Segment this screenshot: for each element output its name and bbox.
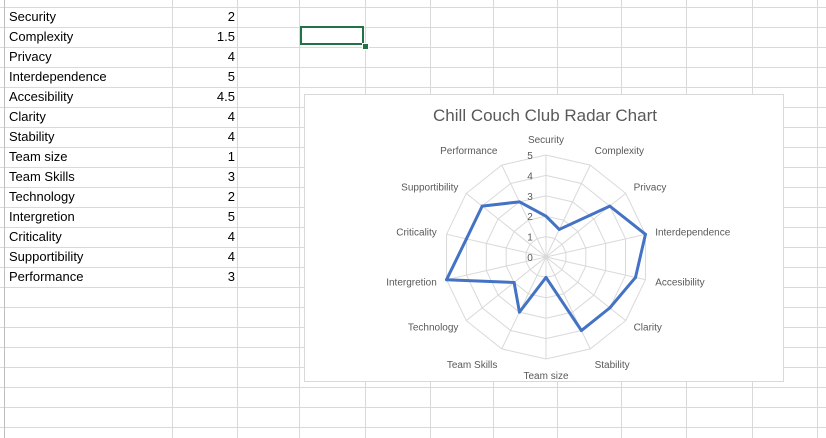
data-point (579, 329, 583, 333)
cell-label[interactable]: Criticality (9, 229, 62, 244)
cell-label[interactable]: Security (9, 9, 56, 24)
cell-value[interactable]: 4 (227, 49, 235, 64)
category-label: Stability (595, 360, 630, 371)
chart-title: Chill Couch Club Radar Chart (433, 106, 657, 125)
cell-value[interactable]: 4 (227, 129, 235, 144)
category-label: Security (528, 135, 564, 146)
cell-label[interactable]: Team size (9, 149, 68, 164)
cell-value[interactable]: 2 (227, 9, 235, 24)
cell-value[interactable]: 4.5 (216, 89, 235, 104)
radar-chart[interactable]: Chill Couch Club Radar Chart 0 1 2 3 4 5 Secur… (304, 94, 784, 382)
spoke-line (545, 233, 646, 258)
category-label: Privacy (634, 183, 667, 194)
category-label: Team Skills (447, 360, 498, 371)
category-label: Criticality (396, 228, 437, 239)
category-label: Performance (440, 146, 498, 157)
data-point (557, 227, 561, 231)
cell-label[interactable]: Stability (9, 129, 55, 144)
spoke-line (545, 256, 627, 321)
cell-value[interactable]: 3 (227, 169, 235, 184)
data-point (480, 204, 484, 208)
category-label: Team size (523, 371, 568, 382)
tick-label: 4 (527, 171, 533, 182)
category-label: Clarity (634, 322, 662, 333)
data-point (512, 280, 516, 284)
cell-value[interactable]: 1.5 (216, 29, 235, 44)
category-label: Accesibility (655, 277, 704, 288)
tick-label: 1 (527, 233, 533, 244)
tick-label: 0 (527, 253, 533, 264)
cell-label[interactable]: Supportibility (9, 249, 84, 264)
cell-value[interactable]: 5 (227, 69, 235, 84)
category-label: Technology (408, 322, 459, 333)
cell-label[interactable]: Team Skills (9, 169, 75, 184)
data-point (544, 275, 548, 279)
fill-handle[interactable] (362, 43, 369, 50)
category-label: Complexity (595, 146, 644, 157)
cell-value[interactable]: 2 (227, 189, 235, 204)
spoke-line (501, 256, 547, 350)
spoke-line (545, 256, 591, 350)
data-point (517, 310, 521, 314)
tick-label: 2 (527, 212, 533, 223)
data-point (643, 232, 647, 236)
selected-cell[interactable] (300, 26, 364, 45)
radar-plot: 0 1 2 3 4 5 Security Complexity Privacy Interdepe… (386, 135, 731, 382)
cell-value[interactable]: 4 (227, 109, 235, 124)
cell-label[interactable]: Interdependence (9, 69, 107, 84)
cell-value[interactable]: 1 (227, 149, 235, 164)
data-point (608, 306, 612, 310)
cell-value[interactable]: 3 (227, 269, 235, 284)
data-point (633, 275, 637, 279)
cell-label[interactable]: Accesibility (9, 89, 74, 104)
cell-label[interactable]: Privacy (9, 49, 52, 64)
cell-label[interactable]: Performance (9, 269, 84, 284)
data-point (608, 204, 612, 208)
data-point (464, 237, 468, 241)
cell-value[interactable]: 4 (227, 249, 235, 264)
category-label: Intergretion (386, 277, 437, 288)
tick-label: 3 (527, 192, 533, 203)
spoke-line (545, 256, 646, 281)
cell-label[interactable]: Intergretion (9, 209, 75, 224)
spoke-line (465, 256, 547, 321)
cell-value[interactable]: 4 (227, 229, 235, 244)
cell-label[interactable]: Clarity (9, 109, 46, 124)
category-label: Supportibility (401, 183, 458, 194)
spoke-line (446, 233, 547, 258)
spoke-line (545, 193, 627, 258)
category-label: Interdependence (655, 228, 731, 239)
data-point (445, 278, 449, 282)
cell-label[interactable]: Complexity (9, 29, 74, 44)
spoke-line (501, 164, 547, 258)
data-point (517, 200, 521, 204)
spoke-line (465, 193, 547, 258)
cell-value[interactable]: 5 (227, 209, 235, 224)
tick-label: 5 (527, 151, 533, 162)
spoke-line (446, 256, 547, 281)
spoke-line (545, 164, 591, 258)
data-point (544, 214, 548, 218)
cell-label[interactable]: Technology (9, 189, 75, 204)
